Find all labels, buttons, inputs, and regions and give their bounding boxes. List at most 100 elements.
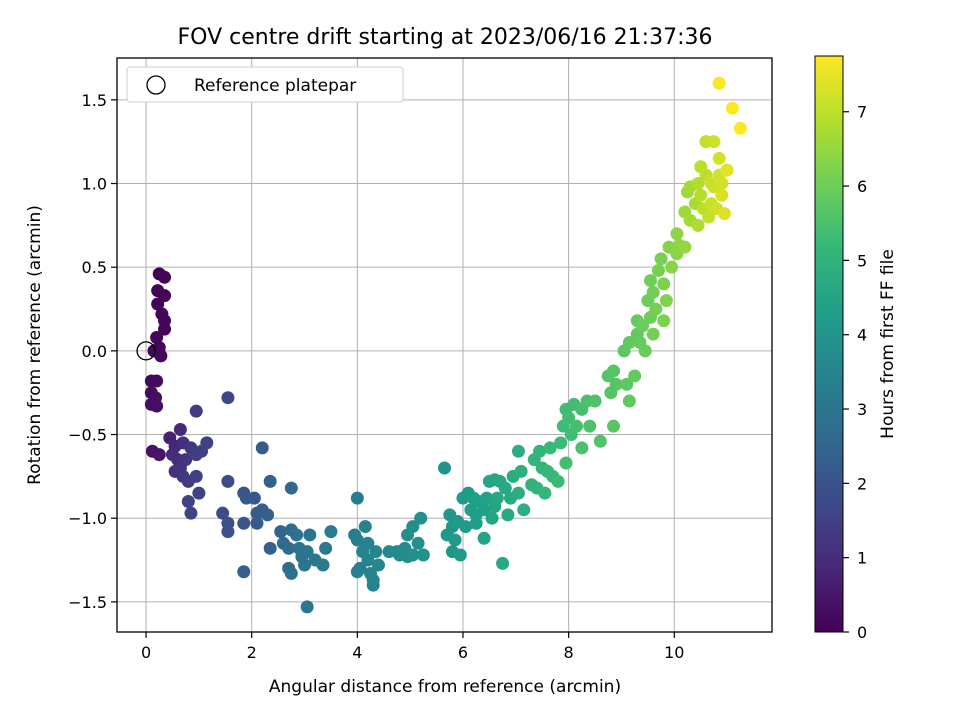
data-point: [300, 600, 314, 614]
data-point: [361, 536, 375, 550]
data-point: [514, 464, 528, 478]
data-point: [691, 218, 705, 232]
data-point: [192, 486, 206, 500]
data-point: [324, 525, 338, 539]
data-point: [593, 434, 607, 448]
data-point: [316, 558, 330, 572]
data-point: [490, 491, 504, 505]
legend-box: [126, 66, 404, 103]
colorbar-tick-label: 5: [857, 251, 867, 270]
data-point: [636, 319, 650, 333]
x-tick-label: 6: [458, 643, 468, 662]
data-point: [511, 444, 525, 458]
data-point: [350, 491, 364, 505]
data-point: [551, 474, 565, 488]
data-point: [651, 264, 665, 278]
data-point: [263, 541, 277, 555]
data-point: [712, 151, 726, 165]
data-point: [607, 364, 621, 378]
data-point: [350, 565, 364, 579]
colorbar-tick-label: 0: [857, 623, 867, 642]
x-axis-ticks: 0 2 4 6 8 10: [141, 632, 684, 662]
data-point: [657, 277, 671, 291]
data-point: [570, 419, 584, 433]
y-tick-label: −1.0: [68, 509, 107, 528]
y-tick-label: −0.5: [68, 426, 107, 445]
data-point: [501, 508, 515, 522]
data-point: [717, 207, 731, 221]
data-point: [654, 252, 668, 266]
data-point: [150, 399, 164, 413]
data-point: [448, 533, 462, 547]
colorbar-label: Hours from first FF file: [878, 249, 898, 439]
colorbar-tick-label: 3: [857, 400, 867, 419]
x-axis-label: Angular distance from reference (arcmin): [269, 677, 621, 697]
data-point: [702, 210, 716, 224]
data-point: [237, 565, 251, 579]
data-point: [221, 474, 235, 488]
data-point: [411, 536, 425, 550]
data-point: [453, 548, 467, 562]
legend-entry-reference: Reference platepar: [194, 76, 356, 96]
data-point: [298, 558, 312, 572]
colorbar-ticks: 0 1 2 3 4 5 6 7: [843, 103, 867, 642]
data-point: [733, 121, 747, 135]
data-point: [657, 314, 671, 328]
x-tick-label: 4: [352, 643, 362, 662]
data-point: [189, 404, 203, 418]
data-point: [562, 411, 576, 425]
y-tick-label: −1.5: [68, 593, 107, 612]
data-point: [459, 520, 473, 534]
data-point: [290, 528, 304, 542]
data-point: [649, 302, 663, 316]
data-point: [498, 481, 512, 495]
data-point: [607, 419, 621, 433]
data-point: [150, 330, 164, 344]
colorbar-tick-label: 7: [857, 103, 867, 122]
data-point: [609, 377, 623, 391]
data-point: [250, 516, 264, 530]
data-point: [725, 101, 739, 115]
x-tick-label: 2: [247, 643, 257, 662]
chart-title: FOV centre drift starting at 2023/06/16 …: [178, 25, 713, 50]
data-point: [303, 528, 317, 542]
data-point: [184, 506, 198, 520]
data-point: [469, 516, 483, 530]
colorbar-tick-label: 1: [857, 549, 867, 568]
data-point: [221, 391, 235, 405]
reference-platepar-marker: [136, 341, 156, 361]
data-points: [144, 76, 747, 614]
y-tick-label: 1.5: [82, 91, 107, 110]
data-point: [678, 240, 692, 254]
y-axis-label: Rotation from reference (arcmin): [25, 205, 45, 485]
data-point: [237, 516, 251, 530]
data-point: [533, 444, 547, 458]
data-point: [282, 541, 296, 555]
legend: Reference platepar: [126, 66, 404, 103]
data-point: [158, 270, 172, 284]
data-point: [158, 322, 172, 336]
grid: [117, 58, 772, 632]
data-point: [620, 377, 634, 391]
data-point: [284, 481, 298, 495]
data-point: [261, 508, 275, 522]
data-point: [350, 533, 364, 547]
data-point: [575, 441, 589, 455]
data-point: [477, 503, 491, 517]
data-point: [438, 461, 451, 475]
x-tick-label: 8: [564, 643, 574, 662]
data-point: [670, 227, 684, 241]
data-point: [694, 188, 708, 202]
y-tick-label: 0.0: [82, 342, 107, 361]
data-point: [406, 548, 420, 562]
data-point: [638, 344, 652, 358]
data-point: [154, 349, 168, 363]
data-point: [361, 553, 375, 567]
data-point: [511, 486, 525, 500]
data-point: [200, 436, 214, 450]
data-point: [665, 260, 679, 274]
x-tick-label: 10: [664, 643, 684, 662]
data-point: [622, 335, 636, 349]
data-point: [712, 76, 726, 90]
